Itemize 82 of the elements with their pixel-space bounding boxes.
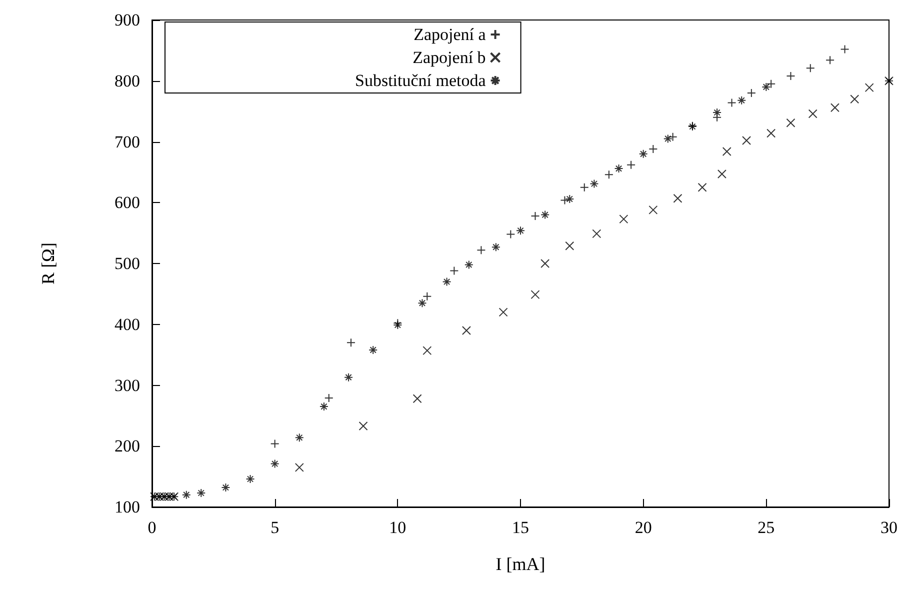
y-tick-label: 600 [114,193,140,212]
point [506,230,516,239]
point [786,118,796,128]
y-tick-label: 400 [114,314,140,334]
point [727,98,736,108]
y-tick-label: 500 [114,254,140,273]
point [826,56,835,65]
point [742,136,752,146]
point [806,64,815,73]
legend-label: Substituční metoda [355,71,486,90]
point [294,462,304,472]
point [476,246,486,255]
x-tick-label: 10 [389,518,406,537]
point [540,259,550,268]
point [762,82,771,92]
point [668,132,678,142]
point [604,170,614,180]
point [540,210,550,220]
x-tick-label: 0 [148,518,156,537]
y-tick-label: 100 [114,498,140,516]
point [619,214,628,224]
point [648,205,658,214]
point [422,292,432,301]
y-tick-label: 800 [114,71,140,90]
y-tick-label: 300 [114,376,140,395]
point [294,433,304,442]
point [412,394,422,404]
point [442,277,452,286]
point [590,179,599,188]
point [358,422,368,431]
point [319,402,328,412]
point [614,164,624,174]
point [270,459,280,468]
point [737,96,746,105]
point [498,308,508,317]
point [182,490,191,500]
x-tick-label: 5 [270,518,280,537]
legend-label: Zapojení b [412,48,486,67]
point [766,128,776,138]
point [270,439,280,448]
y-tick-label: 700 [114,132,140,152]
point [864,83,874,92]
point [766,79,776,88]
point [221,483,230,492]
point [418,298,427,308]
point [580,182,589,192]
y-tick-label: 200 [114,436,140,456]
point [516,226,525,236]
point [808,109,818,118]
y-axis-title: R [Ω] [38,242,58,284]
point [698,182,707,192]
point [565,241,574,250]
point [592,229,602,238]
x-tick-label: 30 [880,518,898,537]
x-axis-title: I [mA] [496,554,546,574]
point [717,170,726,179]
point [626,160,636,170]
point [530,290,540,300]
point [722,146,732,156]
point [830,103,840,112]
x-tick-label: 25 [758,518,775,537]
point [638,149,648,158]
point [565,194,574,204]
x-tick-label: 20 [634,518,652,537]
point [344,372,354,382]
point [450,266,459,276]
point [464,260,474,270]
x-tick-label: 15 [512,518,529,537]
point [462,326,471,335]
point [368,345,378,354]
point [663,134,672,144]
point [560,196,570,205]
point [673,194,682,203]
point [840,44,850,54]
legend-label: Zapojení a [414,25,486,44]
point [712,108,722,118]
point [422,346,432,356]
point [246,474,255,484]
point [850,94,860,104]
point [491,242,500,252]
y-tick-label: 900 [114,10,140,30]
point [196,488,206,498]
